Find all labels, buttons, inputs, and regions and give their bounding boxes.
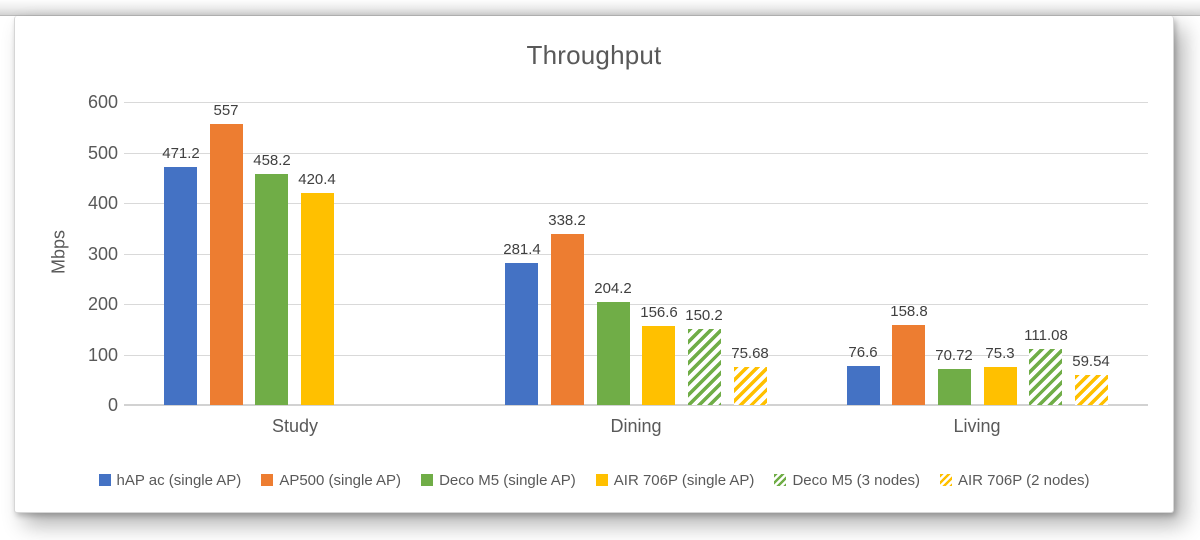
bar-deco-m5-3-nodes-dining[interactable] [688,329,721,405]
gridline-200 [124,304,1148,305]
y-tick-0: 0 [107,395,118,415]
legend-swatch-deco-m5-3-nodes-hatched [774,474,787,486]
bar-value-label-hap-ac-single-ap-living: 76.6 [848,344,878,361]
bar-deco-m5-3-nodes-living[interactable] [1029,349,1062,405]
bar-deco-m5-single-ap-living[interactable] [938,369,971,405]
bar-hap-ac-single-ap-study[interactable] [164,167,197,405]
gridline-0 [124,404,1148,406]
y-tick-300: 300 [87,244,118,264]
bar-deco-m5-single-ap-study[interactable] [255,174,288,405]
gridline-500 [124,153,1148,154]
bar-air-706p-single-ap-study[interactable] [301,193,334,405]
bar-value-label-air-706p-single-ap-study: 420.4 [298,171,336,188]
y-tick-200: 200 [87,294,118,314]
bar-ap500-single-ap-dining[interactable] [551,234,584,405]
legend: hAP ac (single AP) AP500 (single AP) Deco … [15,468,1173,492]
bar-value-label-deco-m5-single-ap-study: 458.2 [253,152,291,169]
legend-label: Deco M5 (single AP) [439,471,576,489]
top-edge-shadow-band [0,0,1200,16]
legend-swatch-air-706p-2-nodes-hatched [940,474,952,486]
bar-value-label-air-706p-single-ap-living: 75.3 [985,345,1015,362]
bar-value-label-deco-m5-single-ap-dining: 204.2 [594,280,632,297]
bar-value-label-deco-m5-3-nodes-dining: 150.2 [685,307,723,324]
gridline-100 [124,355,1148,356]
gridline-600 [124,102,1148,103]
legend-swatch-deco-m5-single-ap [421,474,434,486]
y-tick-500: 500 [87,143,118,163]
y-tick-400: 400 [87,193,118,213]
gridline-300 [124,254,1148,255]
legend-item-ap500-single-ap[interactable]: AP500 (single AP) [261,472,401,489]
category-label-dining: Dining [610,416,662,436]
chart-title: Throughput [526,40,662,70]
bar-air-706p-2-nodes-living[interactable] [1075,375,1108,405]
legend-item-deco-m5-3-nodes[interactable]: Deco M5 (3 nodes) [774,472,920,489]
bar-value-label-deco-m5-single-ap-living: 70.72 [935,347,973,364]
bar-value-label-hap-ac-single-ap-dining: 281.4 [503,241,541,258]
legend-item-deco-m5-single-ap[interactable]: Deco M5 (single AP) [421,472,576,489]
legend-label: AIR 706P (2 nodes) [958,471,1090,489]
legend-label: AP500 (single AP) [279,471,402,489]
y-tick-100: 100 [87,345,118,365]
gridline-400 [124,203,1148,204]
bar-value-label-hap-ac-single-ap-study: 471.2 [162,145,200,162]
legend-swatch-air-706p-single-ap [595,474,608,486]
bar-value-label-air-706p-single-ap-dining: 156.6 [640,304,678,321]
legend-label: hAP ac (single AP) [116,471,242,489]
legend-label: Deco M5 (3 nodes) [792,471,920,489]
bar-air-706p-single-ap-dining[interactable] [642,326,675,405]
bar-hap-ac-single-ap-dining[interactable] [505,263,538,405]
legend-swatch-ap500-single-ap [261,474,274,486]
y-tick-600: 600 [87,92,118,112]
bar-value-label-air-706p-2-nodes-dining: 75.68 [731,345,769,362]
bar-hap-ac-single-ap-living[interactable] [847,366,880,405]
legend-item-air-706p-2-nodes[interactable]: AIR 706P (2 nodes) [940,472,1089,489]
chart-card: Throughput Mbps hAP ac (single AP) AP500 … [14,16,1174,513]
bar-value-label-deco-m5-3-nodes-living: 111.08 [1024,327,1068,344]
legend-item-air-706p-single-ap[interactable]: AIR 706P (single AP) [595,471,755,489]
legend-swatch-hap-ac-single-ap [98,474,111,486]
bar-value-label-ap500-single-ap-dining: 338.2 [548,212,586,229]
category-label-study: Study [271,416,319,436]
bar-air-706p-2-nodes-dining[interactable] [734,367,767,405]
category-label-living: Living [953,416,1001,436]
bar-air-706p-single-ap-living[interactable] [984,367,1017,405]
bar-value-label-ap500-single-ap-living: 158.8 [890,303,928,320]
bar-ap500-single-ap-study[interactable] [210,124,243,405]
bar-ap500-single-ap-living[interactable] [892,325,925,405]
legend-item-hap-ac-single-ap[interactable]: hAP ac (single AP) [98,471,242,489]
bar-value-label-ap500-single-ap-study: 557 [213,102,239,119]
bar-value-label-air-706p-2-nodes-living: 59.54 [1072,353,1110,370]
bar-deco-m5-single-ap-dining[interactable] [597,302,630,405]
legend-label: AIR 706P (single AP) [613,471,755,489]
